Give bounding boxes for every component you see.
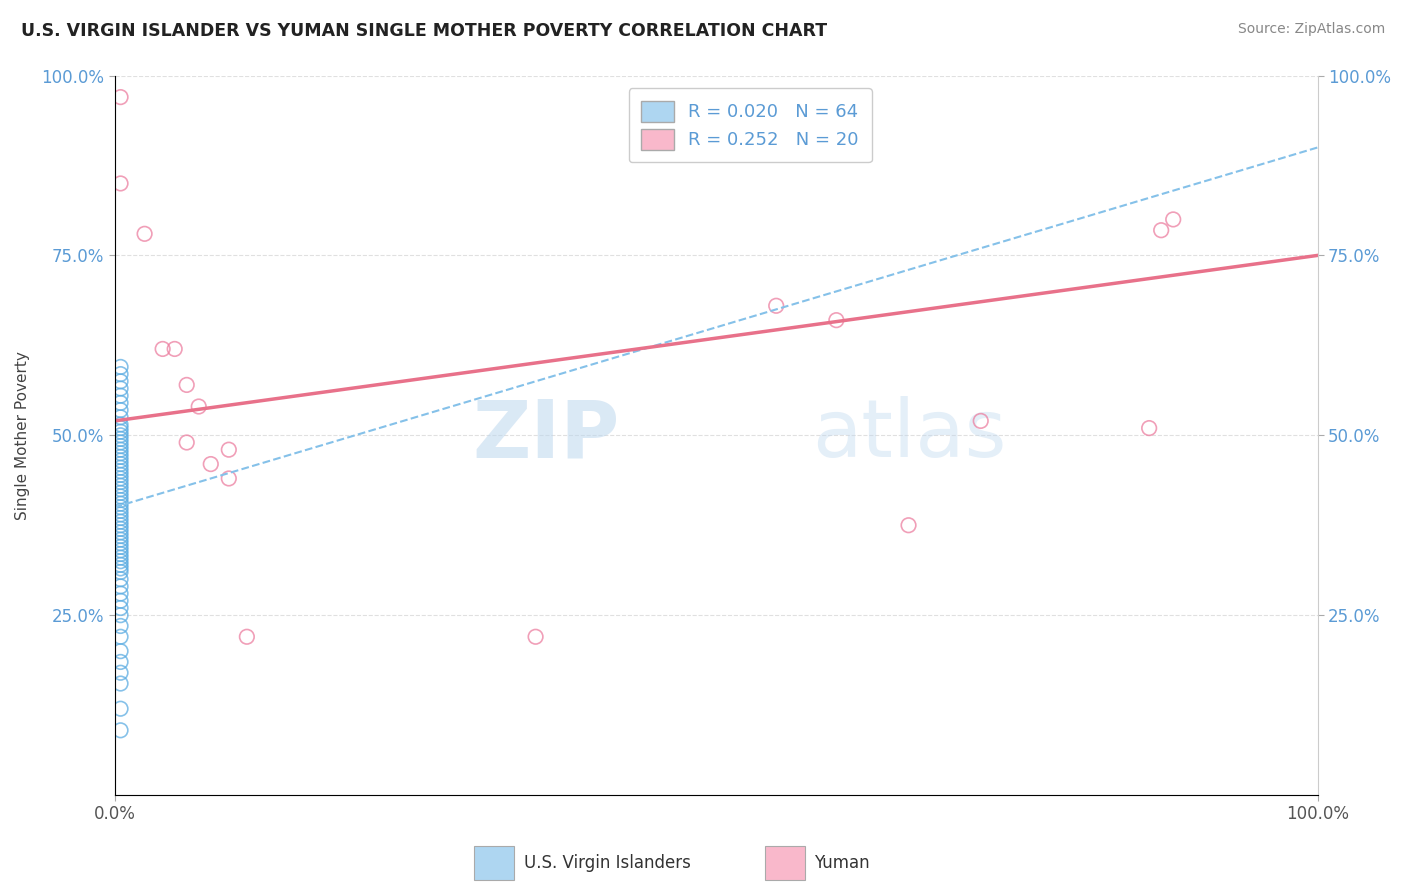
Point	[110, 467, 132, 482]
Point	[110, 543, 132, 558]
Point	[110, 497, 132, 511]
Point	[110, 500, 132, 515]
Point	[110, 518, 132, 533]
Point	[218, 442, 240, 457]
Point	[110, 446, 132, 460]
Point	[110, 389, 132, 403]
Point	[110, 550, 132, 565]
Point	[110, 536, 132, 550]
Point	[110, 396, 132, 410]
Point	[524, 630, 547, 644]
Point	[110, 655, 132, 669]
Point	[110, 525, 132, 540]
Text: U.S. VIRGIN ISLANDER VS YUMAN SINGLE MOTHER POVERTY CORRELATION CHART: U.S. VIRGIN ISLANDER VS YUMAN SINGLE MOT…	[21, 22, 827, 40]
Point	[110, 90, 132, 104]
Point	[110, 450, 132, 464]
Point	[110, 515, 132, 529]
Point	[134, 227, 156, 241]
Point	[110, 522, 132, 536]
Point	[1137, 421, 1160, 435]
Point	[1161, 212, 1184, 227]
Point	[110, 410, 132, 425]
Point	[236, 630, 259, 644]
Point	[176, 435, 198, 450]
FancyBboxPatch shape	[474, 846, 515, 880]
Point	[110, 630, 132, 644]
Point	[110, 601, 132, 615]
Point	[970, 414, 993, 428]
Point	[176, 378, 198, 392]
Point	[110, 702, 132, 716]
Point	[1150, 223, 1173, 237]
Point	[110, 457, 132, 471]
Point	[110, 540, 132, 554]
Text: atlas: atlas	[813, 396, 1007, 475]
Point	[897, 518, 920, 533]
Point	[110, 417, 132, 432]
Point	[110, 428, 132, 442]
Point	[200, 457, 222, 471]
Point	[110, 579, 132, 593]
Point	[110, 493, 132, 508]
Point	[110, 644, 132, 658]
Point	[110, 421, 132, 435]
Point	[110, 471, 132, 485]
Point	[187, 400, 209, 414]
Point	[110, 177, 132, 191]
Point	[110, 554, 132, 568]
Y-axis label: Single Mother Poverty: Single Mother Poverty	[15, 351, 30, 520]
Point	[110, 529, 132, 543]
Point	[110, 608, 132, 623]
Point	[110, 464, 132, 478]
Point	[152, 342, 174, 356]
Point	[110, 374, 132, 388]
Point	[110, 432, 132, 446]
Point	[110, 558, 132, 572]
Point	[110, 561, 132, 575]
Point	[110, 460, 132, 475]
FancyBboxPatch shape	[765, 846, 806, 880]
Text: Source: ZipAtlas.com: Source: ZipAtlas.com	[1237, 22, 1385, 37]
Point	[218, 471, 240, 485]
Point	[110, 490, 132, 504]
Text: ZIP: ZIP	[472, 396, 620, 475]
Point	[110, 586, 132, 600]
Legend: R = 0.020   N = 64, R = 0.252   N = 20: R = 0.020 N = 64, R = 0.252 N = 20	[628, 88, 872, 162]
Text: Yuman: Yuman	[814, 854, 870, 872]
Point	[110, 435, 132, 450]
Point	[110, 547, 132, 561]
Point	[110, 367, 132, 381]
Point	[765, 299, 787, 313]
Point	[825, 313, 848, 327]
Point	[110, 676, 132, 690]
Point	[110, 594, 132, 608]
Point	[110, 359, 132, 374]
Point	[110, 439, 132, 453]
Point	[163, 342, 186, 356]
Point	[110, 619, 132, 633]
Point	[110, 565, 132, 579]
Point	[110, 403, 132, 417]
Point	[110, 425, 132, 439]
Point	[110, 665, 132, 680]
Text: U.S. Virgin Islanders: U.S. Virgin Islanders	[523, 854, 690, 872]
Point	[110, 508, 132, 522]
Point	[110, 453, 132, 467]
Point	[110, 511, 132, 525]
Point	[110, 442, 132, 457]
Point	[110, 478, 132, 492]
Point	[110, 533, 132, 547]
Point	[110, 504, 132, 518]
Point	[110, 482, 132, 496]
Point	[110, 382, 132, 396]
Point	[110, 486, 132, 500]
Point	[110, 475, 132, 489]
Point	[110, 723, 132, 738]
Point	[110, 572, 132, 586]
